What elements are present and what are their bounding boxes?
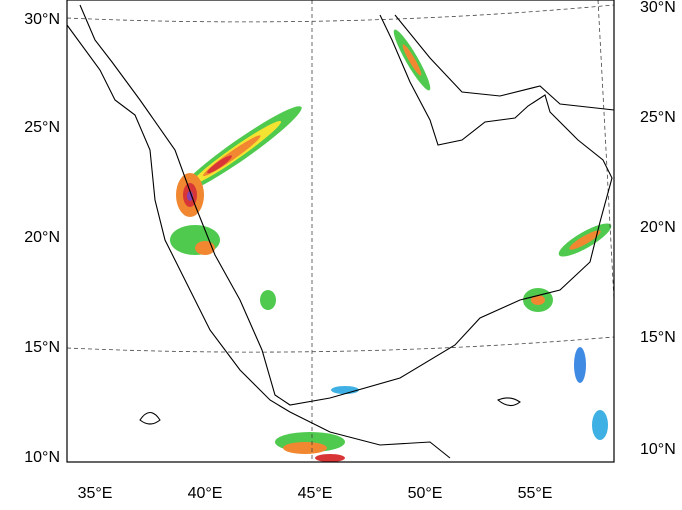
lat-label-right: 20°N xyxy=(640,219,676,236)
graticule xyxy=(66,0,615,462)
lat-label-right: 15°N xyxy=(640,329,676,346)
lat-label-left: 25°N xyxy=(24,119,60,136)
lat-label-left: 15°N xyxy=(24,339,60,356)
lon-label: 50°E xyxy=(408,485,443,502)
coastline xyxy=(66,4,615,459)
lat-label-right: 10°N xyxy=(640,441,676,458)
precipitation xyxy=(170,29,612,462)
lat-label-left: 20°N xyxy=(24,229,60,246)
lon-label: 35°E xyxy=(78,485,113,502)
lon-label: 40°E xyxy=(188,485,223,502)
map-frame xyxy=(66,0,615,463)
lat-label-right: 25°N xyxy=(640,109,676,126)
lon-label: 55°E xyxy=(518,485,553,502)
lat-label-left: 10°N xyxy=(24,449,60,466)
lon-label: 45°E xyxy=(298,485,333,502)
labels: 30°N 25°N 20°N 15°N 10°N 30°N 25°N 20°N 15°N 10°N… xyxy=(24,0,676,502)
lat-label-right: 30°N xyxy=(640,0,676,16)
lat-label-left: 30°N xyxy=(24,11,60,28)
